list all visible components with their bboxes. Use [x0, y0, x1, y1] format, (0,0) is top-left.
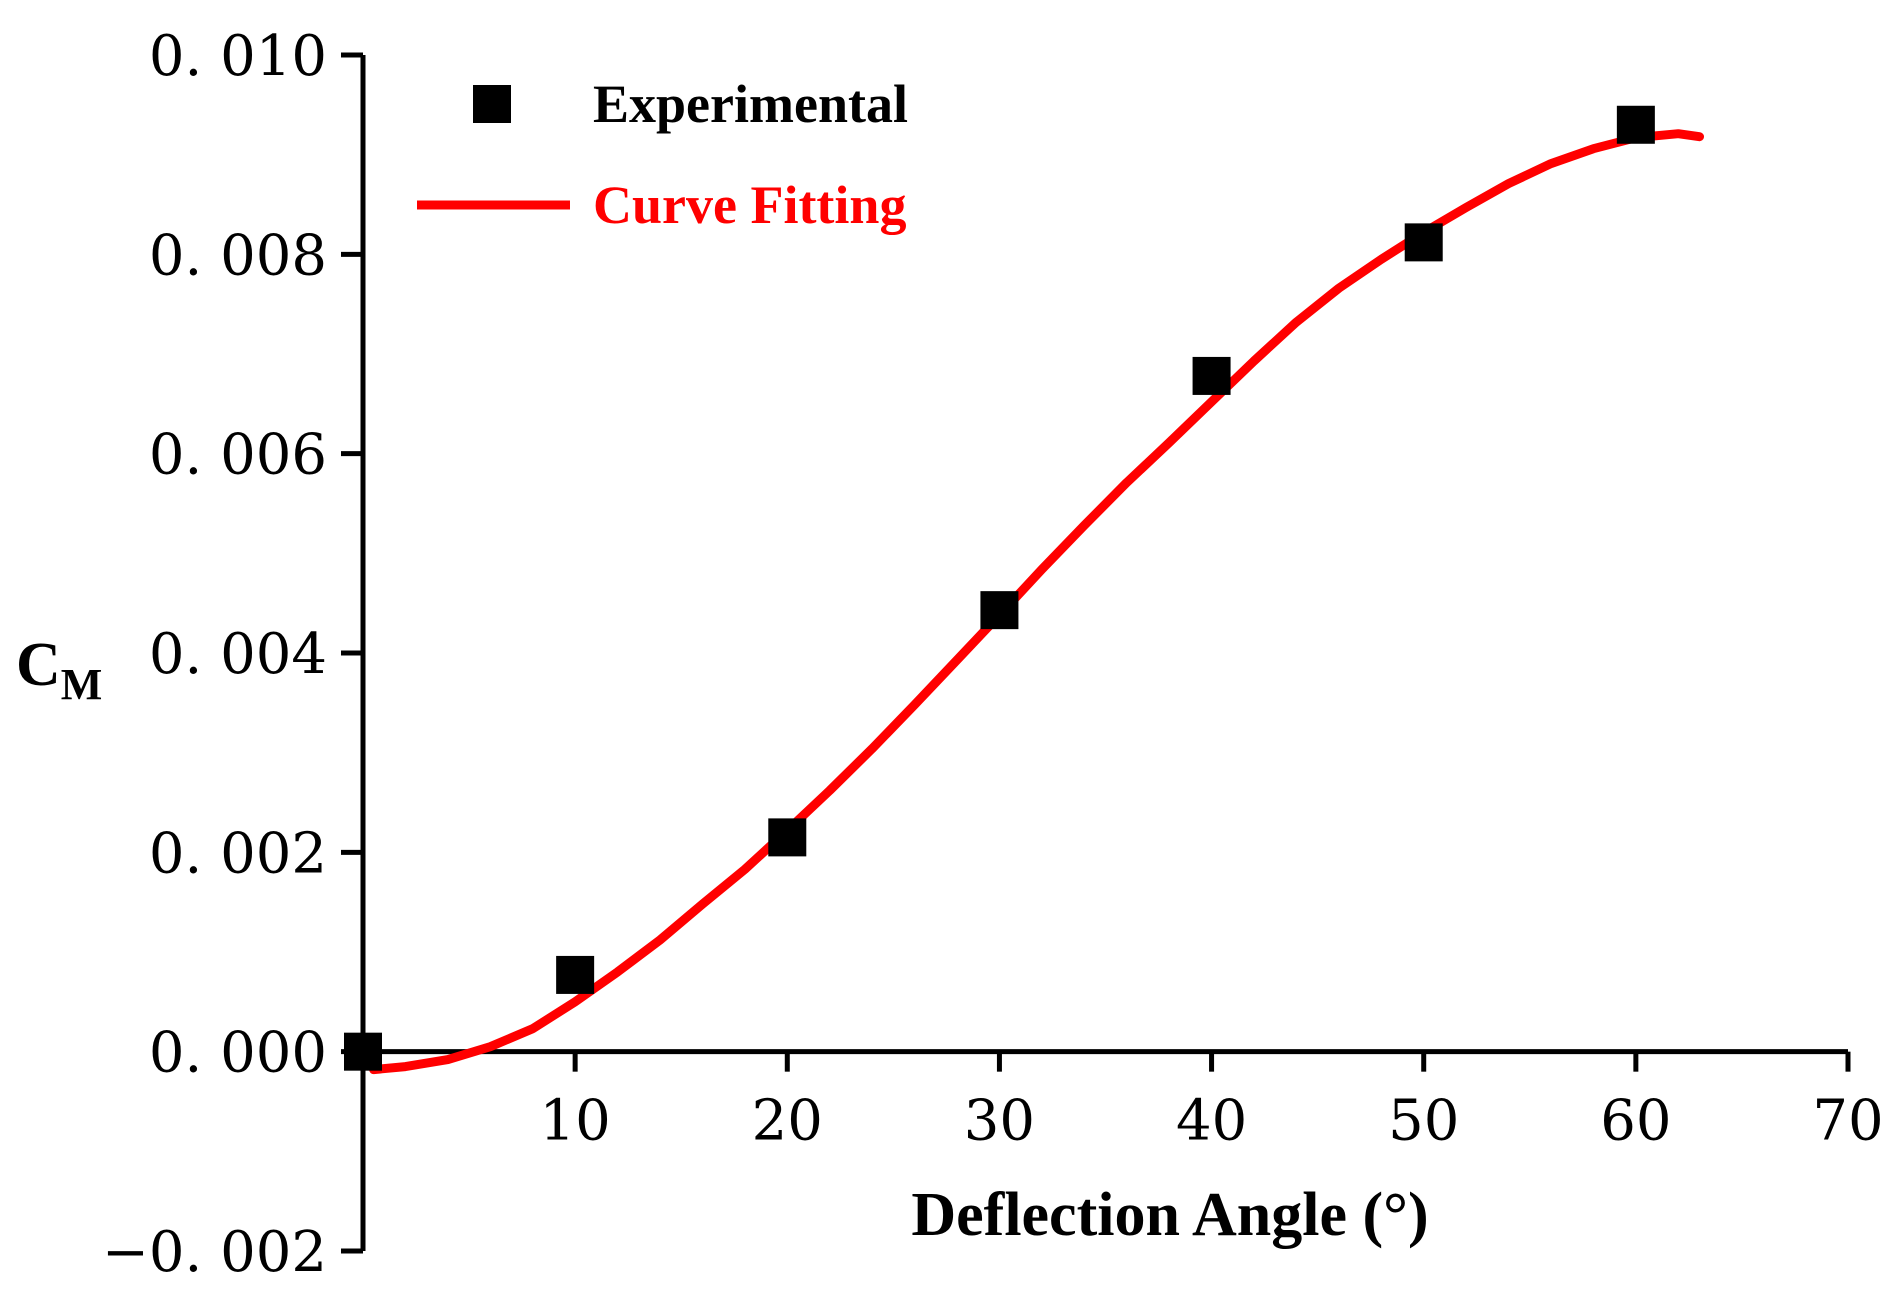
experimental-point — [1192, 356, 1231, 395]
legend-label-experimental: Experimental — [593, 74, 908, 134]
y-tick-label: 0. 002 — [149, 821, 327, 886]
experimental-point — [1616, 105, 1655, 144]
ticks: 0. 010 0. 008 0. 006 0. 004 0. 002 0. 000 −0. … — [102, 24, 1884, 1285]
legend-marker-experimental — [473, 85, 511, 123]
y-tick-label: 0. 006 — [149, 423, 327, 488]
x-tick-label: 70 — [1812, 1089, 1883, 1154]
y-axis-title-main: C — [16, 631, 61, 699]
experimental-point — [1404, 223, 1443, 262]
y-tick-label: 0. 008 — [149, 223, 327, 288]
y-axis-title: CM — [16, 631, 102, 709]
legend: Experimental Curve Fitting — [417, 74, 908, 235]
y-tick-label: 0. 004 — [149, 622, 327, 687]
y-tick-label: −0. 002 — [102, 1220, 327, 1285]
experimental-point — [556, 955, 595, 994]
x-axis-title: Deflection Angle (°) — [911, 1181, 1428, 1249]
curve-fitting-line — [369, 129, 1704, 1075]
y-tick-label: 0. 000 — [149, 1021, 327, 1086]
x-tick-label: 50 — [1388, 1089, 1459, 1154]
experimental-point — [980, 591, 1019, 630]
axes — [360, 55, 1848, 1251]
x-tick-label: 10 — [540, 1089, 611, 1154]
series-layer — [344, 105, 1704, 1075]
x-tick-label: 40 — [1176, 1089, 1247, 1154]
experimental-point — [768, 818, 807, 857]
y-tick-label: 0. 010 — [149, 24, 327, 89]
y-axis-title-sub: M — [61, 660, 103, 709]
legend-label-curve-fitting: Curve Fitting — [593, 175, 906, 235]
x-tick-label: 60 — [1600, 1089, 1671, 1154]
x-tick-label: 20 — [752, 1089, 823, 1154]
x-tick-label: 30 — [964, 1089, 1035, 1154]
experimental-point — [344, 1032, 382, 1071]
